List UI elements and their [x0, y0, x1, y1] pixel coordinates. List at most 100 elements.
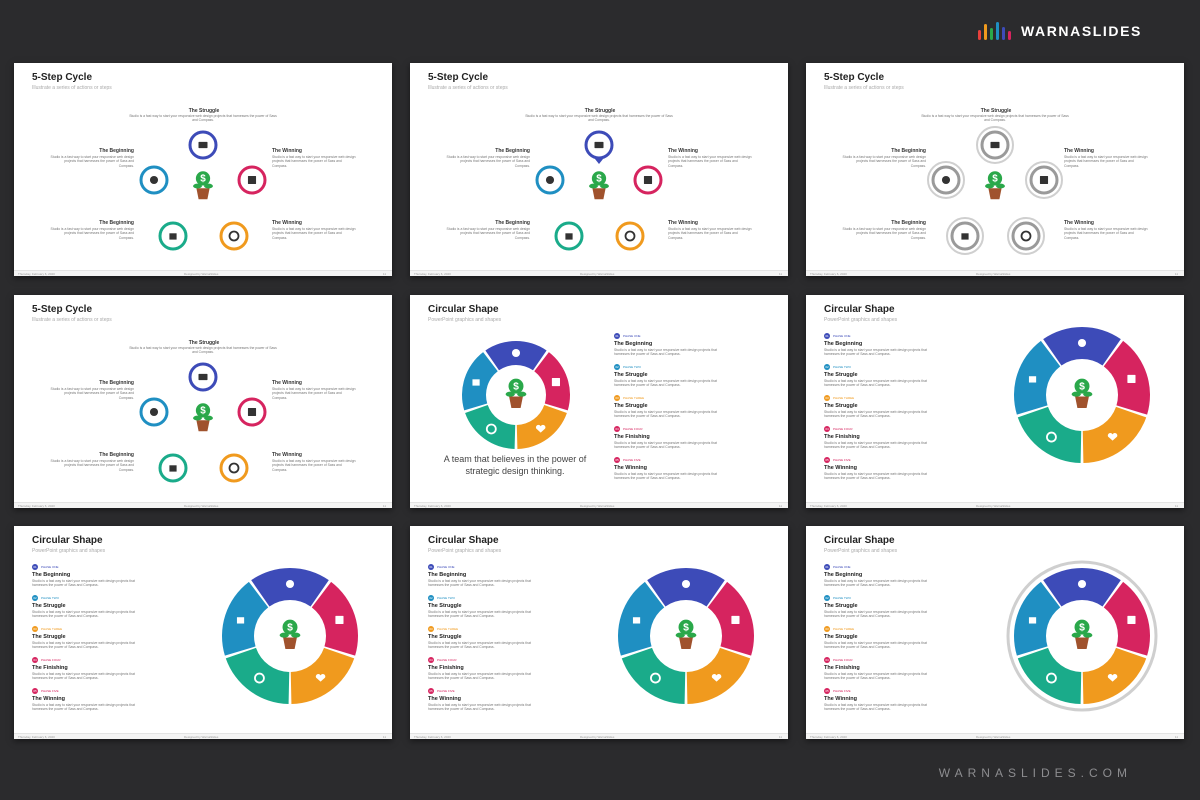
phase-text: Studio is a fast way to start your respo…: [614, 410, 717, 419]
heart-message-icon: [1107, 673, 1118, 682]
shutter-shape: [1046, 431, 1057, 443]
outer-ring-shape: [1007, 217, 1045, 255]
beginning-text-2: Studio is a fast way to start your respo…: [446, 227, 531, 240]
phase-heading: The Beginning: [824, 572, 863, 578]
phase-label: PHASE TWO: [623, 365, 641, 369]
phase-label: PHASE FIVE: [41, 689, 59, 693]
struggle-heading: The Struggle: [188, 340, 220, 346]
pie-shape: [285, 579, 295, 589]
shopping-bag-icon: [632, 617, 641, 624]
beginning-text-1: Studio is a fast way to start your respo…: [50, 387, 135, 400]
phase-number-badge: 01: [32, 564, 38, 570]
phase-heading: The Struggle: [428, 603, 462, 609]
shutter-shape: [1046, 672, 1057, 684]
shutter-shape: [254, 672, 265, 684]
slide-thumbnail[interactable]: Circular Shape PowerPoint graphics and sh…: [14, 526, 392, 739]
slide-thumbnail[interactable]: Circular Shape PowerPoint graphics and sh…: [806, 526, 1184, 739]
struggle-text: Studio is a fast way to start your respo…: [921, 114, 1069, 123]
slide-title: Circular Shape: [32, 535, 103, 546]
cash-register-icon: [731, 615, 740, 624]
phase-label: PHASE TWO: [833, 596, 851, 600]
leaf-shape: [600, 183, 609, 189]
brand-logo-icon: [977, 22, 1011, 40]
phase-text: Studio is a fast way to start your respo…: [32, 703, 135, 712]
circular-diagram: $: [462, 341, 570, 449]
phase-heading: The Struggle: [32, 603, 66, 609]
slide-subtitle: Illustrate a series of actions or steps: [32, 85, 112, 91]
leaf-shape: [505, 391, 515, 397]
beginning-heading-2: The Beginning: [891, 220, 926, 226]
phase-heading: The Struggle: [32, 634, 66, 640]
footer-url[interactable]: WARNASLIDES.COM: [938, 766, 1132, 780]
cycle-diagram: $: [927, 126, 1063, 255]
phase-text: Studio is a fast way to start your respo…: [428, 579, 531, 588]
slide-thumbnail[interactable]: 5-Step Cycle Illustrate a series of actio…: [14, 63, 392, 276]
dollar-sign: $: [596, 174, 602, 185]
coin-shape: [1074, 378, 1090, 394]
heart-message-icon: [535, 424, 546, 433]
shutter-icon: [228, 462, 240, 474]
phase-number-badge: 02: [614, 364, 620, 370]
phase-number-badge: 05: [614, 457, 620, 463]
pie-chart-icon: [1077, 338, 1087, 348]
beginning-text-2: Studio is a fast way to start your respo…: [842, 227, 927, 240]
pie-chart-icon: [1077, 579, 1087, 589]
leaf-shape: [291, 632, 301, 638]
phase-label: PHASE FIVE: [833, 689, 851, 693]
heart-shape: [315, 673, 326, 682]
winning-text-1: Studio is a fast way to start your respo…: [1064, 155, 1148, 168]
phase-text: Studio is a fast way to start your respo…: [614, 379, 717, 388]
pie-shape: [681, 579, 691, 589]
dollar-sign: $: [1079, 623, 1085, 634]
phase-label: PHASE THREE: [41, 627, 63, 631]
shutter-icon: [254, 672, 265, 684]
circular-diagram: $: [1006, 560, 1158, 712]
cash-register-icon: [335, 615, 344, 624]
phase-heading: The Winning: [428, 696, 461, 702]
phase-number-badge: 02: [428, 595, 434, 601]
phase-text: Studio is a fast way to start your respo…: [824, 441, 927, 450]
dollar-sign: $: [992, 174, 998, 185]
footer-page-number: 11: [778, 272, 782, 276]
ring-segment: [1014, 340, 1061, 415]
step-circle: [615, 221, 645, 251]
slide-thumbnail[interactable]: 5-Step Cycle Illustrate a series of actio…: [806, 63, 1184, 276]
slide-thumbnail[interactable]: 5-Step Cycle Illustrate a series of actio…: [14, 295, 392, 508]
beginning-text-1: Studio is a fast way to start your respo…: [842, 155, 927, 168]
slide-subtitle: PowerPoint graphics and shapes: [32, 548, 106, 554]
leaf-shape: [675, 632, 685, 638]
pot-shape: [283, 637, 297, 649]
dollar-plant-icon: $: [193, 403, 213, 432]
slide-thumbnail[interactable]: 5-Step Cycle Illustrate a series of actio…: [410, 63, 788, 276]
beginning-text-1: Studio is a fast way to start your respo…: [50, 155, 135, 168]
leaf-shape: [1083, 391, 1093, 397]
phase-number-badge: 03: [824, 395, 830, 401]
cash-register-icon: [1127, 615, 1136, 624]
ring-center: [652, 602, 720, 670]
slide-title: Circular Shape: [428, 535, 499, 546]
slide-thumbnail[interactable]: Circular Shape PowerPoint graphics and sh…: [806, 295, 1184, 508]
phase-label: PHASE FOUR: [833, 658, 853, 662]
shutter-shape: [228, 462, 240, 474]
footer-credit: Designed by WarnaSlides: [580, 735, 615, 739]
phase-heading: The Winning: [614, 465, 647, 471]
phase-label: PHASE ONE: [833, 565, 851, 569]
slide-thumbnail[interactable]: Circular Shape PowerPoint graphics and sh…: [410, 526, 788, 739]
ring-center: [488, 367, 544, 423]
outer-ring-shape: [927, 161, 965, 199]
phase-heading: The Winning: [824, 696, 857, 702]
beginning-heading-2: The Beginning: [495, 220, 530, 226]
slide-footer: Thursday, February 6, 2020 Designed by Wa…: [806, 502, 1184, 508]
winning-text-1: Studio is a fast way to start your respo…: [272, 155, 356, 168]
envelope-shape: [990, 141, 1000, 149]
struggle-heading: The Struggle: [188, 108, 220, 114]
phase-heading: The Struggle: [614, 403, 648, 409]
footer-date: Thursday, February 6, 2020: [414, 272, 451, 276]
slide-footer: Thursday, February 6, 2020 Designed by Wa…: [410, 502, 788, 508]
slide-thumbnail[interactable]: Circular Shape PowerPoint graphics and sh…: [410, 295, 788, 508]
register-shape: [551, 377, 560, 387]
beginning-text-2: Studio is a fast way to start your respo…: [50, 459, 135, 472]
envelope-shape: [198, 141, 208, 149]
phase-number-badge: 01: [824, 333, 830, 339]
slide-subtitle: PowerPoint graphics and shapes: [824, 317, 898, 323]
